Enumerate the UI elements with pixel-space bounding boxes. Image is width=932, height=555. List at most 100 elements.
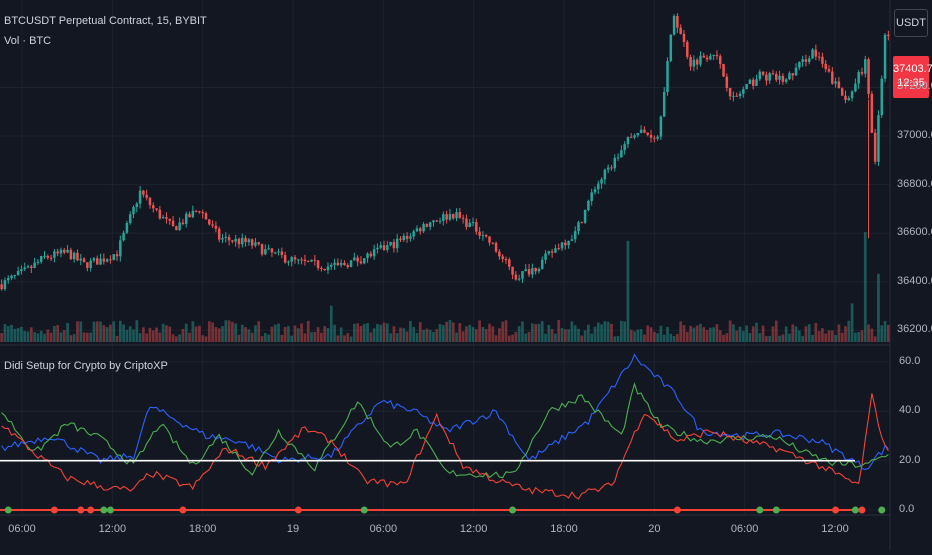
volume-bar (428, 329, 432, 342)
volume-bar (115, 335, 119, 342)
candle-body (873, 132, 877, 162)
candle-body (504, 259, 508, 261)
signal-dot (832, 506, 840, 514)
candle-body (580, 222, 584, 224)
volume-bar (755, 322, 758, 342)
volume-bar (151, 330, 155, 342)
price-candles (0, 13, 890, 291)
candle-body (412, 231, 415, 237)
candle-body (171, 220, 175, 227)
candle-body (514, 274, 518, 280)
volume-bar (830, 330, 834, 342)
volume-bar (471, 327, 475, 342)
candle-body (264, 249, 267, 255)
volume-bar (616, 335, 620, 342)
candle-body (297, 259, 300, 261)
signal-dot (756, 506, 764, 514)
candle-body (379, 245, 382, 248)
volume-bar (455, 332, 458, 342)
candle-body (639, 129, 643, 133)
volume-bar (112, 321, 116, 342)
volume-bar (804, 326, 808, 342)
price-tick-label: 36800.0 (897, 177, 932, 190)
candle-body (43, 255, 46, 257)
volume-bar (227, 320, 231, 342)
volume-bar (191, 321, 195, 342)
candle-body (478, 231, 481, 236)
candle-body (653, 137, 656, 139)
volume-bar (224, 320, 228, 342)
candle-body (376, 247, 379, 250)
candle-body (728, 87, 732, 97)
candle-body (36, 261, 40, 263)
currency-button[interactable]: USDT (894, 9, 928, 37)
candle-body (709, 56, 712, 60)
volume-bar (550, 329, 554, 342)
candle-body (468, 222, 471, 228)
volume-bar (339, 327, 343, 342)
volume-bar (211, 322, 214, 342)
candle-body (735, 95, 738, 97)
candle-body (82, 258, 86, 263)
volume-bar (76, 321, 79, 342)
volume-bar (817, 331, 821, 342)
volume-bar (613, 336, 617, 342)
candle-body (718, 56, 722, 64)
symbol-title[interactable]: BTCUSDT Perpetual Contract, 15, BYBIT (4, 15, 207, 27)
volume-bar (682, 325, 686, 342)
volume-bar (834, 334, 837, 342)
candle-body (471, 222, 475, 224)
candle-body (501, 256, 504, 260)
volume-bar (867, 324, 870, 342)
indicator-tick-label: 20.0 (899, 453, 921, 466)
volume-bar (643, 334, 646, 342)
candle-body (16, 271, 20, 276)
candle-body (695, 59, 699, 65)
volume-bar (10, 324, 13, 342)
candle-body (629, 136, 633, 138)
candle-body (63, 249, 66, 253)
volume-bar (237, 334, 241, 342)
volume-bar (310, 332, 313, 342)
volume-bar (39, 330, 43, 342)
candle-body (316, 260, 320, 268)
volume-bar (709, 327, 712, 342)
volume-bar (705, 330, 709, 342)
volume-bar (369, 332, 373, 342)
candle-body (46, 255, 50, 258)
candle-body (112, 254, 115, 260)
indicator-title[interactable]: Didi Setup for Crypto by CriptoXP (4, 360, 168, 372)
candle-body (857, 72, 860, 84)
time-tick-label: 19 (286, 523, 300, 535)
volume-bar (359, 325, 363, 342)
volume-bar (870, 328, 874, 342)
candle-body (606, 167, 610, 170)
candle-body (283, 255, 287, 263)
candle-body (781, 75, 785, 82)
candle-body (214, 225, 218, 229)
candle-body (53, 251, 56, 258)
candle-body (39, 255, 43, 262)
volume-legend[interactable]: Vol · BTC (4, 35, 52, 47)
candle-body (554, 248, 557, 253)
volume-bar (385, 323, 389, 342)
volume-bar (349, 336, 353, 342)
volume-bar (844, 326, 847, 342)
time-tick-label: 18:00 (550, 523, 578, 535)
candle-body (672, 15, 676, 35)
candle-body (732, 95, 735, 97)
volume-bar (303, 333, 307, 342)
candle-body (811, 49, 814, 59)
candle-body (682, 33, 686, 43)
volume-bar (590, 333, 594, 342)
volume-bar (13, 328, 17, 342)
candle-body (425, 224, 429, 227)
volume-bar (418, 322, 422, 342)
candle-body (359, 261, 363, 264)
volume-bar (745, 325, 748, 342)
candle-body (188, 213, 191, 218)
candle-body (95, 258, 99, 265)
volume-bar (636, 329, 640, 342)
